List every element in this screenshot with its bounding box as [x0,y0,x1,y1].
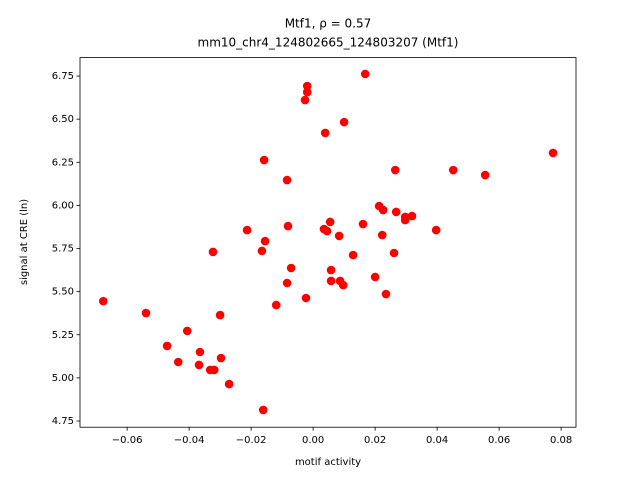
point [391,207,401,217]
point [260,236,270,246]
point [215,310,225,320]
x-tick-label: 0.00 [302,435,324,446]
point [338,280,348,290]
point [141,308,151,318]
point [182,326,192,336]
point [334,231,344,241]
point [360,69,370,79]
x-tick-label: 0.06 [488,435,510,446]
point [390,165,400,175]
y-tick-label: 6.50 [52,114,74,125]
y-tick-label: 5.50 [52,287,74,298]
point [339,117,349,127]
point [302,81,312,91]
point [209,365,219,375]
x-tick-label: −0.02 [236,435,267,446]
point [173,357,183,367]
point [282,175,292,185]
point [259,155,269,165]
point [216,353,226,363]
point [282,278,292,288]
plot-frame [79,57,577,428]
point [378,205,388,215]
point [326,276,336,286]
point [358,219,368,229]
chart-title: Mtf1, ρ = 0.57 [285,17,372,31]
point [301,293,311,303]
point [283,221,293,231]
x-tick-label: 0.08 [550,435,572,446]
x-axis-label: motif activity [295,457,361,468]
x-tick-label: −0.06 [112,435,143,446]
point [286,263,296,273]
y-tick-label: 6.25 [52,157,74,168]
point [325,217,335,227]
y-tick-label: 5.25 [52,330,74,341]
y-tick-label: 6.75 [52,71,74,82]
point [194,360,204,370]
point [302,87,312,97]
point [400,212,410,222]
chart-subtitle: mm10_chr4_124802665_124803207 (Mtf1) [198,36,459,50]
point [98,296,108,306]
point [195,347,205,357]
point [300,95,310,105]
point [322,226,332,236]
y-axis-label: signal at CRE (ln) [19,199,30,285]
point [448,165,458,175]
point [348,250,358,260]
point [480,170,490,180]
point [208,247,218,257]
x-tick-label: 0.04 [426,435,448,446]
point [271,300,281,310]
x-tick-label: −0.04 [174,435,205,446]
y-tick-label: 5.75 [52,244,74,255]
point [407,211,417,221]
point [326,265,336,275]
point [224,379,234,389]
point [548,148,558,158]
point [320,128,330,138]
y-tick-label: 6.00 [52,200,74,211]
point [258,405,268,415]
y-tick-label: 5.00 [52,373,74,384]
point [370,272,380,282]
point [431,225,441,235]
point [162,341,172,351]
point [242,225,252,235]
point [381,289,391,299]
y-tick-label: 4.75 [52,416,74,427]
x-tick-label: 0.02 [364,435,386,446]
point [257,246,267,256]
point [377,230,387,240]
point [389,248,399,258]
